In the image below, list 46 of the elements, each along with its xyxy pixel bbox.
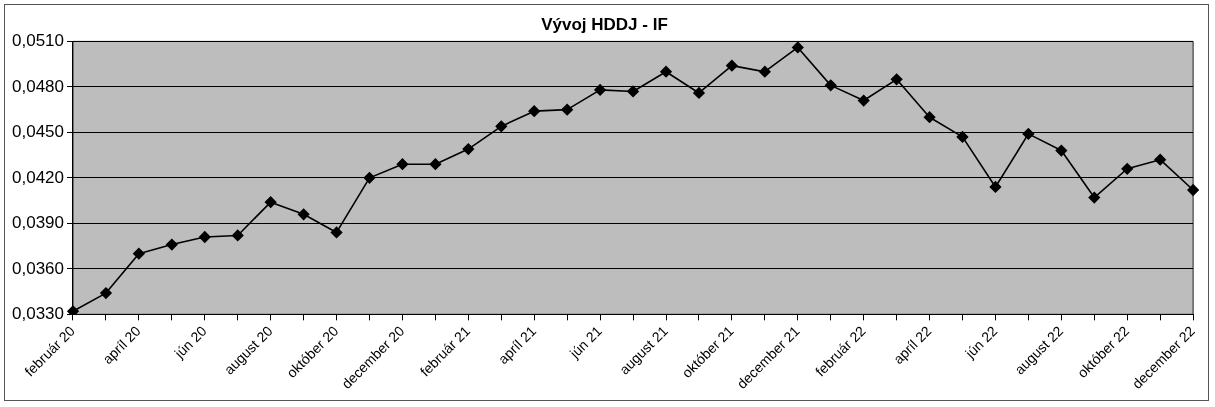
point (297, 208, 310, 221)
point (429, 158, 442, 171)
point (1055, 144, 1068, 157)
point (956, 131, 969, 143)
y-tick-label: 0,0510 (12, 31, 64, 51)
y-tick-label: 0,0420 (12, 167, 64, 187)
point (594, 84, 606, 96)
point (1121, 162, 1134, 175)
point (923, 111, 936, 124)
point (330, 226, 343, 239)
point (133, 247, 145, 260)
x-tick-label: jún 21 (565, 322, 606, 362)
point (198, 231, 211, 243)
x-tick-label: jún 22 (961, 322, 1001, 362)
x-tick-label: jún 20 (170, 322, 210, 362)
y-tick-label: 0,0390 (12, 213, 64, 233)
point (857, 94, 870, 107)
point (1154, 153, 1166, 166)
point (495, 120, 508, 133)
chart-title: Vývoj HDDJ - IF (541, 14, 668, 34)
point (396, 158, 409, 171)
point (166, 238, 178, 251)
point (264, 196, 277, 208)
point (561, 103, 573, 116)
point (693, 87, 705, 99)
point (1187, 184, 1199, 196)
y-tick-label: 0,0480 (12, 76, 64, 96)
point (363, 172, 376, 184)
point (1022, 128, 1035, 140)
y-tick-label: 0,0330 (12, 304, 64, 324)
point (989, 181, 1002, 193)
point (791, 41, 804, 54)
point (660, 65, 672, 78)
point (231, 229, 244, 242)
point (890, 73, 903, 86)
point (824, 79, 837, 92)
point (100, 287, 112, 299)
point (1088, 191, 1101, 204)
point (627, 85, 639, 98)
point (528, 105, 541, 117)
point (462, 143, 475, 155)
point (726, 59, 738, 72)
y-tick-label: 0,0360 (12, 258, 64, 278)
point (67, 305, 79, 315)
point (759, 65, 771, 78)
y-tick-label: 0,0450 (12, 122, 64, 142)
